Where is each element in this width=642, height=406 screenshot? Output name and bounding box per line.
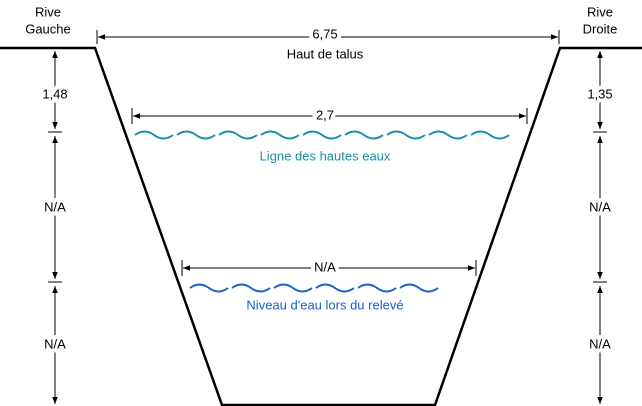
high-water-label: Ligne des hautes eaux xyxy=(260,148,391,163)
top-width-value: 6,75 xyxy=(312,26,337,41)
depth-value: N/A xyxy=(44,199,66,214)
survey-water-label: Niveau d'eau lors du relevé xyxy=(246,297,403,312)
depth-value: N/A xyxy=(589,199,611,214)
channel-profile xyxy=(0,46,642,406)
depth-value: 1,48 xyxy=(42,86,67,101)
depth-value: N/A xyxy=(589,336,611,351)
survey-water-width: N/A xyxy=(314,259,336,274)
bank-left-1: Rive xyxy=(35,4,61,19)
depth-value: N/A xyxy=(44,336,66,351)
bank-left-2: Gauche xyxy=(25,21,71,36)
high-water-wave xyxy=(134,130,510,140)
survey-water-wave xyxy=(189,283,439,293)
high-water-width: 2,7 xyxy=(316,107,334,122)
bank-right-2: Droite xyxy=(583,21,618,36)
depth-value: 1,35 xyxy=(587,86,612,101)
top-width-label: Haut de talus xyxy=(287,46,364,61)
bank-right-1: Rive xyxy=(587,4,613,19)
